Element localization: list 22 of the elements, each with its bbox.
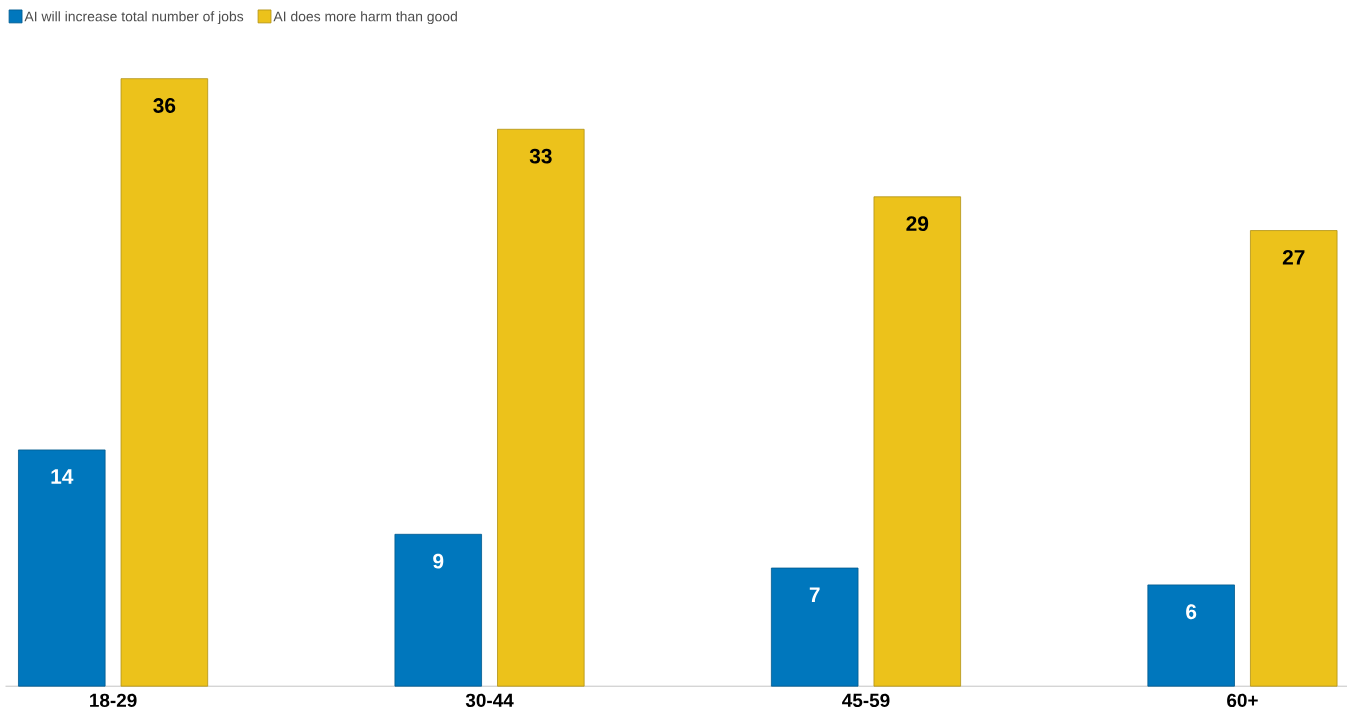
data-label: 7 xyxy=(809,587,820,602)
x-tick-label: 45-59 xyxy=(842,693,890,708)
data-label: 6 xyxy=(1186,604,1197,620)
bar xyxy=(394,533,482,687)
x-tick-label: 18-29 xyxy=(90,693,137,708)
bar xyxy=(120,78,209,687)
bar xyxy=(18,449,106,687)
data-label: 27 xyxy=(1282,249,1305,265)
data-label: 29 xyxy=(906,216,929,232)
data-label: 36 xyxy=(153,98,176,113)
x-tick-label: 30-44 xyxy=(465,693,514,708)
bar xyxy=(873,196,962,687)
data-label: 33 xyxy=(529,148,552,164)
legend-label: AI does more harm than good xyxy=(273,11,457,25)
x-tick-label: 60+ xyxy=(1227,693,1258,708)
bar xyxy=(770,567,859,687)
bar xyxy=(497,128,585,687)
data-label: 14 xyxy=(51,469,74,484)
bar xyxy=(1147,584,1235,687)
data-label: 9 xyxy=(433,553,444,569)
legend-label: AI will increase total number of jobs xyxy=(24,11,244,25)
bar xyxy=(1250,230,1338,687)
